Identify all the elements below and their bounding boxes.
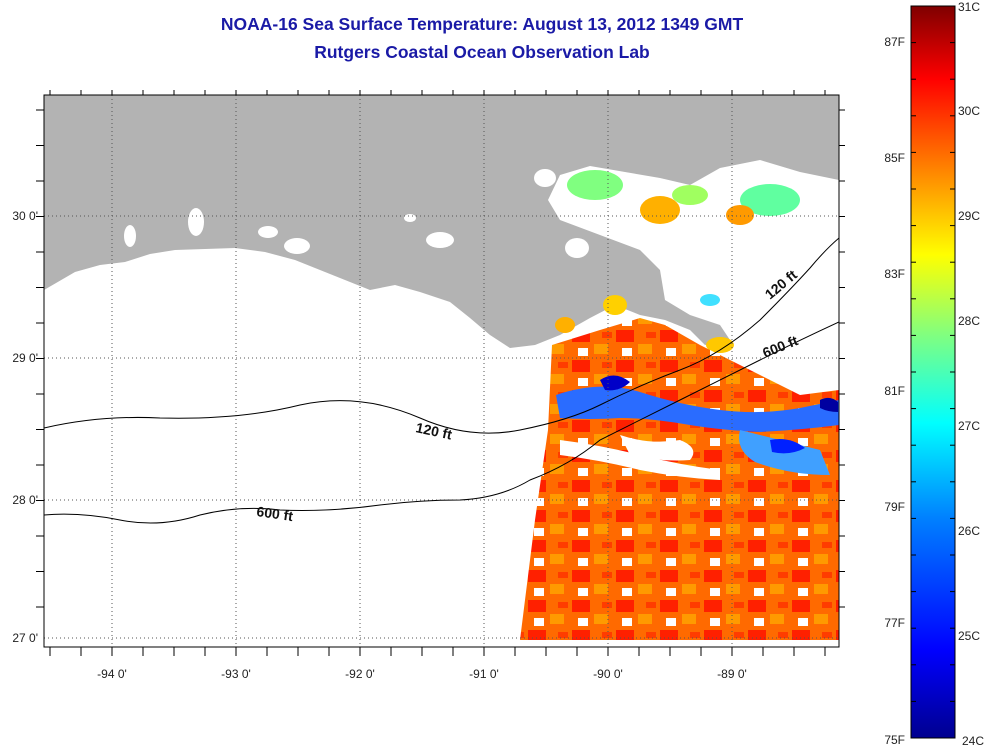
lat-axis-labels: 30 0' 29 0' 28 0' 27 0' (12, 209, 38, 645)
colorbar-ticks (911, 5, 955, 702)
colorbar-label-f: 79F (884, 500, 905, 514)
colorbar-label-c: 31C (958, 0, 980, 14)
lon-label: -94 0' (97, 667, 127, 681)
colorbar-label-f: 77F (884, 616, 905, 630)
bathymetry-contours (44, 237, 839, 524)
colorbar-fahrenheit-labels: 87F 85F 83F 81F 79F 77F 75F (884, 35, 905, 747)
contour-label-600ft-west: 600 ft (256, 503, 295, 524)
colorbar-label-c: 28C (958, 314, 980, 328)
lon-label: -90 0' (593, 667, 623, 681)
map-tick-marks (36, 90, 845, 656)
colorbar-label-c: 25C (958, 629, 980, 643)
colorbar-label-c: 24C (962, 734, 984, 748)
colorbar-label-f: 81F (884, 384, 905, 398)
map-plot-area: 120 ft 600 ft 120 ft 600 ft (44, 95, 839, 647)
lat-label: 30 0' (12, 209, 38, 223)
lon-label: -91 0' (469, 667, 499, 681)
colorbar-label-c: 29C (958, 209, 980, 223)
land-mass (44, 95, 839, 348)
colorbar-label-c: 30C (958, 104, 980, 118)
lon-label: -92 0' (345, 667, 375, 681)
lat-label: 28 0' (12, 493, 38, 507)
lat-label: 29 0' (12, 351, 38, 365)
colorbar-label-f: 85F (884, 151, 905, 165)
map-frame (43, 94, 840, 648)
sst-cool-bands (556, 375, 839, 480)
lat-label: 27 0' (12, 631, 38, 645)
colorbar-label-f: 83F (884, 267, 905, 281)
colorbar-celsius-labels: 31C 30C 29C 28C 27C 26C 25C 24C (958, 0, 984, 748)
colorbar-label-f: 87F (884, 35, 905, 49)
lon-axis-labels: -94 0' -93 0' -92 0' -91 0' -90 0' -89 0… (97, 667, 747, 681)
colorbar-label-c: 26C (958, 524, 980, 538)
colorbar-label-f: 75F (884, 733, 905, 747)
colorbar-label-c: 27C (958, 419, 980, 433)
lon-label: -89 0' (717, 667, 747, 681)
contour-label-120ft-west: 120 ft (414, 419, 453, 442)
colorbar (910, 5, 956, 739)
map-subtitle: Rutgers Coastal Ocean Observation Lab (314, 42, 650, 62)
sst-coastal-patches (555, 170, 800, 353)
graticule (44, 95, 839, 647)
lon-label: -93 0' (221, 667, 251, 681)
map-title: NOAA-16 Sea Surface Temperature: August … (220, 14, 744, 34)
